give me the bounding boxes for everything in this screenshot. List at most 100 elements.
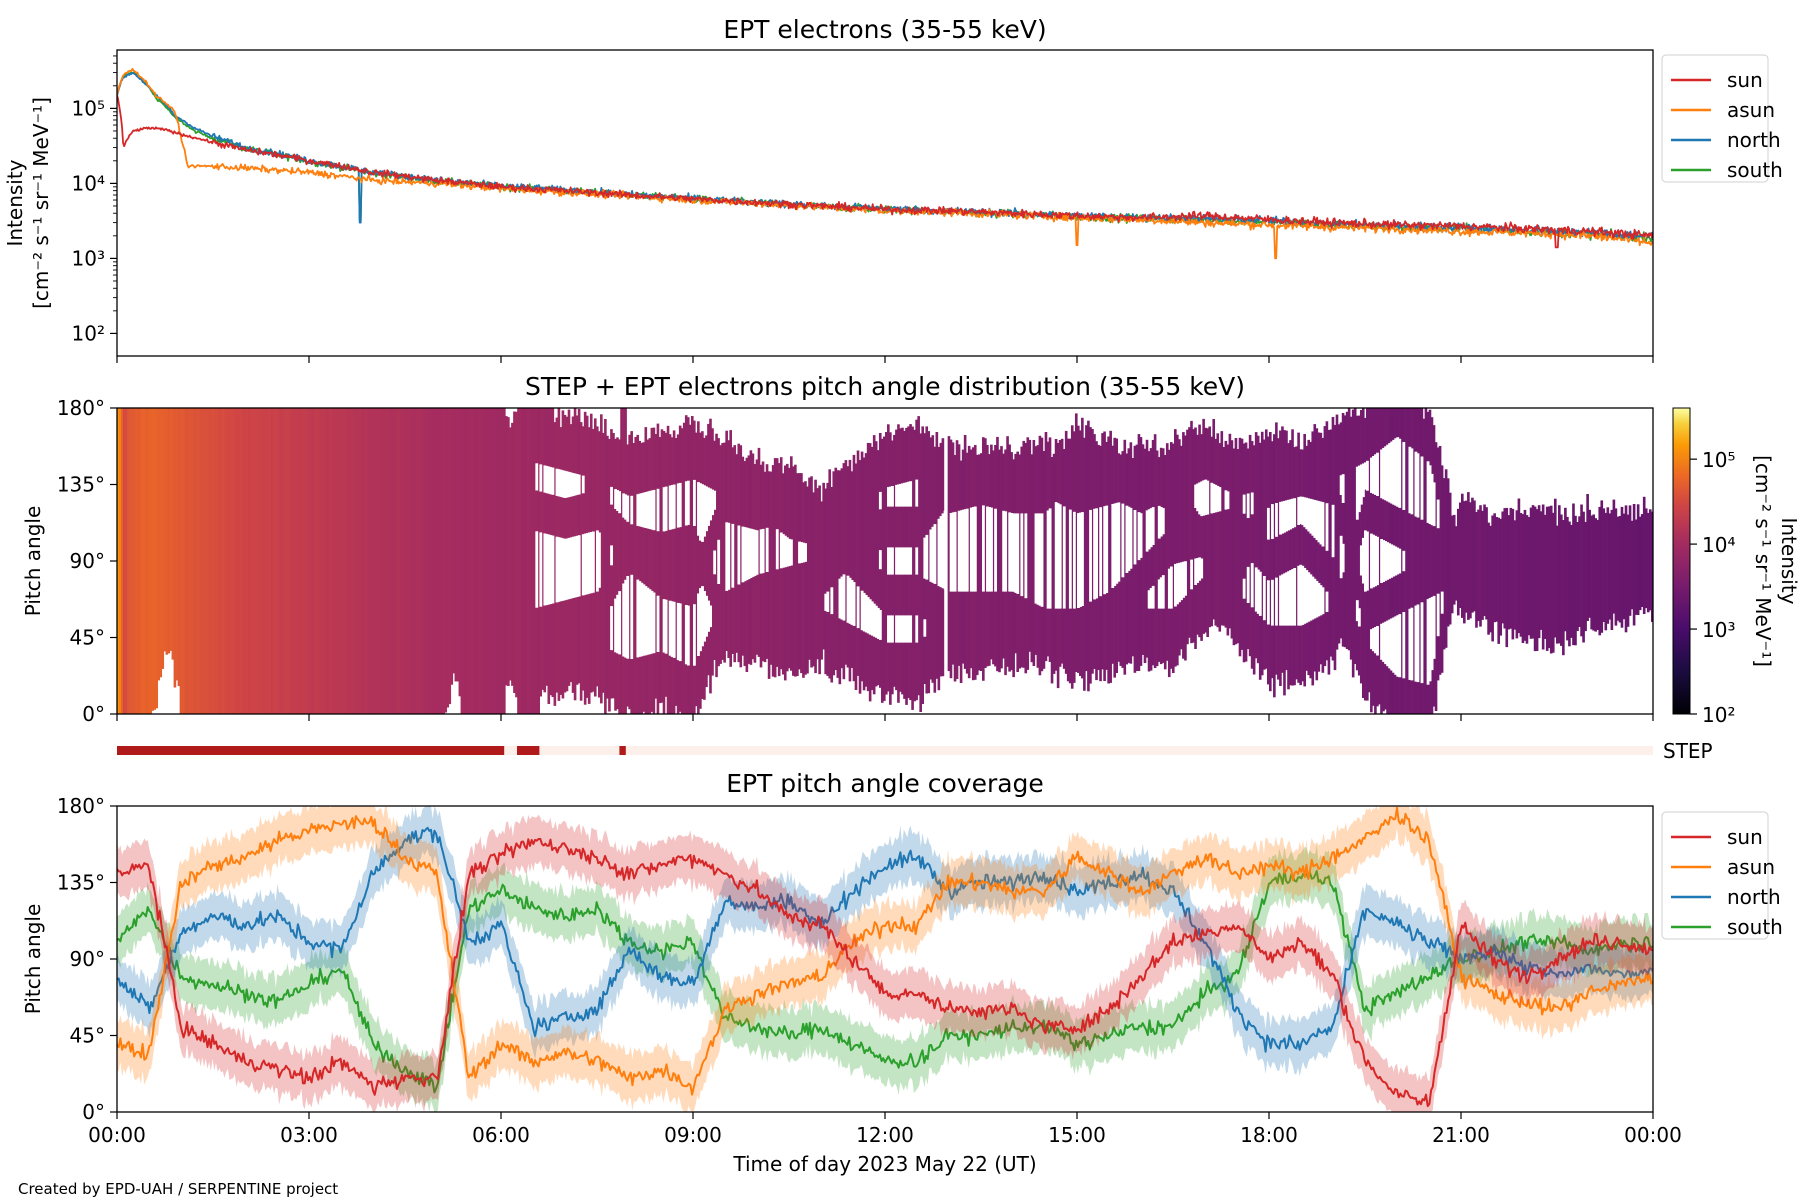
pad-gap bbox=[1309, 498, 1313, 534]
pad-gap bbox=[1394, 438, 1398, 506]
pad-column bbox=[1632, 504, 1636, 626]
pad-gap bbox=[1313, 500, 1317, 538]
pad-column bbox=[798, 473, 801, 670]
coverage-legend-label-sun: sun bbox=[1727, 825, 1763, 849]
pad-column bbox=[147, 408, 150, 714]
pad-gap bbox=[897, 615, 900, 643]
pad-gap bbox=[1246, 566, 1250, 603]
pad-gap bbox=[699, 483, 702, 541]
pad-gap bbox=[1363, 530, 1367, 592]
pad-column bbox=[161, 408, 165, 669]
pad-gap bbox=[761, 528, 765, 574]
pad-column bbox=[361, 408, 365, 714]
pad-column bbox=[866, 442, 870, 692]
pad-gap bbox=[1016, 513, 1020, 594]
pad-gap bbox=[1002, 510, 1006, 592]
pad-ytick-label: 135° bbox=[57, 473, 105, 497]
pad-gap bbox=[1133, 510, 1137, 565]
pad-gap bbox=[783, 535, 787, 568]
pad-gap bbox=[1184, 561, 1187, 596]
pad-column bbox=[403, 408, 407, 714]
pad-gap bbox=[1010, 513, 1014, 592]
pad-gap bbox=[872, 603, 876, 637]
pad-column bbox=[1155, 450, 1159, 667]
pad-column bbox=[1212, 419, 1216, 620]
pad-column bbox=[703, 437, 706, 700]
pad-gap bbox=[878, 610, 882, 640]
pad-gap bbox=[555, 468, 559, 496]
pad-column bbox=[870, 446, 874, 691]
pad-gap bbox=[907, 615, 911, 643]
pad-gap bbox=[1355, 600, 1359, 622]
pad-gap bbox=[878, 550, 882, 570]
pad-gap bbox=[626, 576, 630, 659]
pad-gap bbox=[638, 581, 642, 657]
pad-column bbox=[236, 408, 239, 714]
pad-gap bbox=[589, 532, 593, 594]
pad-column bbox=[794, 464, 797, 677]
pad-column bbox=[446, 408, 450, 708]
pad-gap bbox=[1198, 557, 1202, 581]
pad-gap bbox=[731, 523, 735, 588]
pad-gap bbox=[779, 532, 783, 569]
pad-column bbox=[1610, 509, 1614, 630]
pad-gap bbox=[1420, 456, 1424, 520]
pad-gap bbox=[1046, 510, 1050, 609]
pad-column bbox=[452, 408, 456, 674]
coverage-legend-label-asun: asun bbox=[1727, 855, 1775, 879]
pad-gap bbox=[1289, 570, 1293, 626]
pad-gap bbox=[703, 485, 706, 537]
pad-column bbox=[1434, 442, 1438, 711]
pad-column bbox=[381, 408, 385, 714]
pad-column bbox=[426, 408, 429, 714]
pad-column bbox=[1240, 438, 1244, 650]
pad-gap bbox=[1432, 482, 1436, 527]
pad-column bbox=[1420, 408, 1424, 714]
pad-gap bbox=[1384, 541, 1388, 581]
pad-gap bbox=[701, 586, 704, 647]
pad-gap bbox=[1014, 513, 1018, 593]
pad-column bbox=[967, 445, 971, 679]
pad-column bbox=[482, 408, 486, 714]
coverage-xtick-label: 21:00 bbox=[1432, 1123, 1490, 1147]
pad-gap bbox=[1402, 612, 1406, 679]
pad-column bbox=[1030, 454, 1034, 663]
pad-column bbox=[274, 408, 278, 714]
pad-column bbox=[1208, 426, 1211, 628]
pad-column bbox=[1174, 429, 1177, 667]
pad-gap bbox=[707, 600, 710, 632]
pad-column bbox=[1311, 431, 1315, 686]
pad-gap bbox=[1151, 585, 1155, 609]
pad-column bbox=[309, 408, 312, 714]
pad-column bbox=[1149, 448, 1153, 671]
pad-column bbox=[393, 408, 397, 714]
pad-gap bbox=[693, 479, 696, 526]
intensity-ytick-label: 10⁵ bbox=[72, 96, 105, 120]
pad-column bbox=[1416, 408, 1420, 714]
pad-column bbox=[494, 408, 498, 714]
pad-gap bbox=[636, 494, 640, 526]
pad-heatmap bbox=[117, 408, 1653, 714]
pad-gap bbox=[1250, 492, 1254, 515]
pad-gap bbox=[614, 598, 617, 653]
pad-column bbox=[1630, 520, 1634, 610]
pad-column bbox=[1141, 444, 1145, 655]
pad-column bbox=[634, 437, 638, 714]
pad-gap bbox=[549, 467, 553, 495]
pad-gap bbox=[650, 490, 654, 530]
pad-column bbox=[1262, 439, 1266, 670]
pad-gap bbox=[543, 533, 547, 606]
pad-gap bbox=[1212, 483, 1216, 513]
pad-column bbox=[697, 421, 700, 714]
pad-column bbox=[816, 488, 819, 660]
coverage-band-south bbox=[117, 844, 1653, 1112]
pad-column bbox=[416, 408, 419, 714]
pad-gap bbox=[575, 474, 579, 495]
pad-gap bbox=[1262, 576, 1266, 621]
pad-gap bbox=[686, 480, 690, 525]
pad-column bbox=[531, 408, 534, 714]
pad-column bbox=[478, 408, 482, 714]
pad-column bbox=[125, 408, 128, 714]
pad-gap bbox=[838, 578, 842, 619]
pad-column bbox=[175, 408, 179, 681]
